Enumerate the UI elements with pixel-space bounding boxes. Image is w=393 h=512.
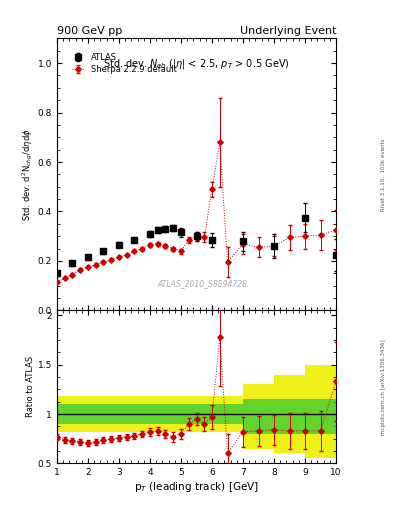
Legend: ATLAS, Sherpa 2.2.9 default: ATLAS, Sherpa 2.2.9 default <box>70 51 180 76</box>
Text: ATLAS_2010_S8894728: ATLAS_2010_S8894728 <box>157 279 247 288</box>
Y-axis label: Std. dev. d$^2$N$_{chg}$/d$\eta$d$\phi$: Std. dev. d$^2$N$_{chg}$/d$\eta$d$\phi$ <box>20 128 35 221</box>
Text: 900 GeV pp: 900 GeV pp <box>57 26 122 36</box>
X-axis label: p$_T$ (leading track) [GeV]: p$_T$ (leading track) [GeV] <box>134 480 259 494</box>
Text: mcplots.cern.ch [arXiv:1306.3436]: mcplots.cern.ch [arXiv:1306.3436] <box>381 339 386 435</box>
Y-axis label: Ratio to ATLAS: Ratio to ATLAS <box>26 356 35 417</box>
Text: Std. dev. $N_{ch}$ ($|\eta|$ < 2.5, $p_T$ > 0.5 GeV): Std. dev. $N_{ch}$ ($|\eta|$ < 2.5, $p_T… <box>103 57 290 72</box>
Text: Rivet 3.1.10,  100k events: Rivet 3.1.10, 100k events <box>381 138 386 210</box>
Text: Underlying Event: Underlying Event <box>239 26 336 36</box>
